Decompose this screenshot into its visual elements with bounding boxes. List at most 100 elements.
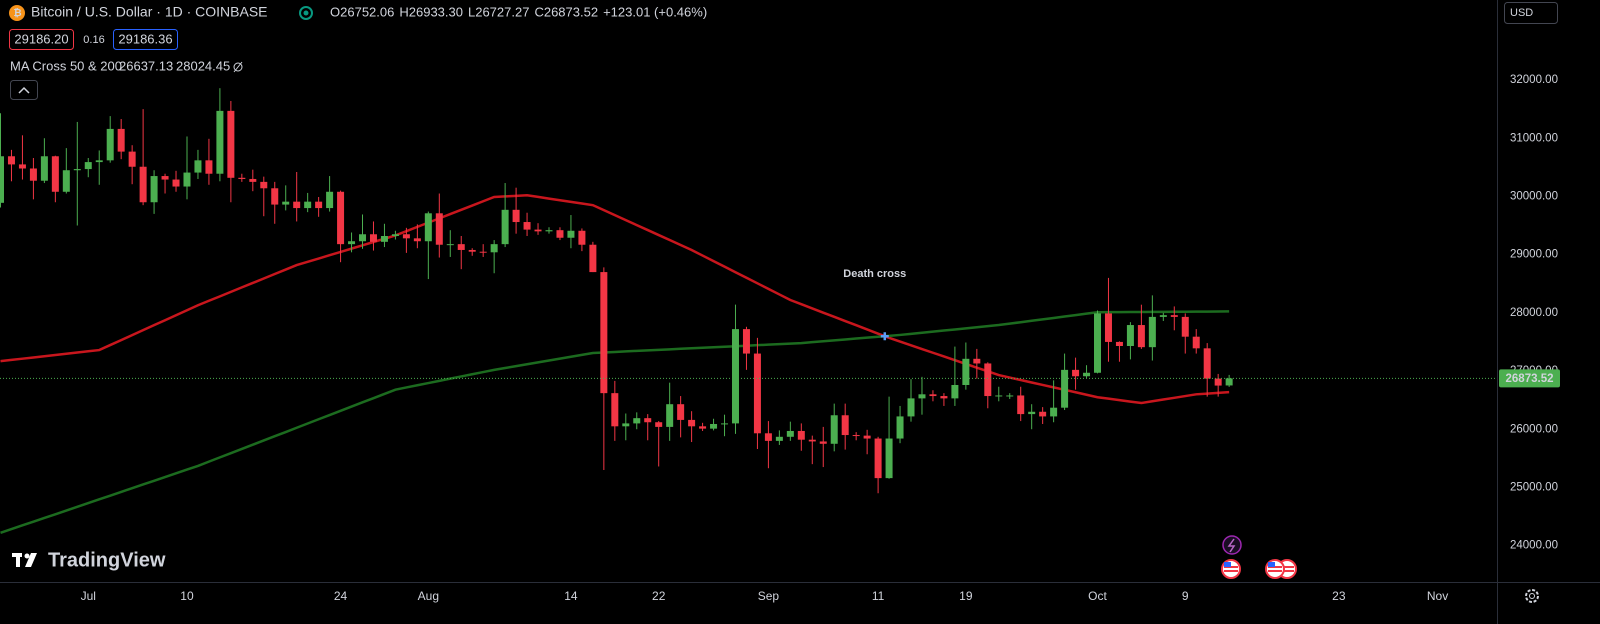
candle-body — [1006, 395, 1014, 397]
chevron — [18, 86, 30, 94]
candle-body — [567, 230, 575, 238]
candle-body — [424, 213, 432, 242]
candle-body — [369, 234, 377, 242]
candle-body — [490, 244, 498, 253]
symbol-title[interactable]: Bitcoin / U.S. Dollar · 1D · COINBASE — [31, 4, 268, 20]
candle-body — [1159, 315, 1167, 317]
buy-price[interactable]: 29186.36 — [118, 31, 172, 46]
price-tag-label: 26873.52 — [1506, 373, 1554, 385]
candle-body — [95, 160, 103, 163]
candle-body — [699, 426, 707, 429]
ma-line — [0, 194, 1230, 405]
ohlc-label: C — [534, 4, 543, 19]
event-icon[interactable] — [1222, 535, 1242, 555]
collapse-button[interactable] — [10, 80, 38, 100]
ohlc-label: O — [330, 4, 340, 19]
y-tick-label: 25000.00 — [1510, 481, 1558, 493]
candle-body — [391, 234, 399, 237]
currency[interactable]: USD — [1510, 7, 1533, 19]
candle-body — [534, 229, 542, 232]
ohlc-legend: O 26752.06 H 26933.30 L 26727.27 C 26873.52 +123… — [330, 4, 707, 19]
candle-body — [117, 128, 125, 152]
candle-body — [1083, 372, 1091, 377]
candle-body — [1214, 378, 1222, 386]
ohlc-value: 26752.06 — [340, 4, 394, 19]
candle-body — [764, 433, 772, 441]
candle-body — [688, 419, 696, 427]
candle-body — [1181, 316, 1189, 337]
buy-button[interactable] — [113, 29, 178, 50]
candle-body — [457, 244, 465, 250]
bitcoin-icon — [9, 5, 25, 21]
settings-icon[interactable] — [1525, 589, 1539, 603]
candle-body — [600, 272, 608, 394]
ma50-value: 26637.13 — [119, 58, 173, 73]
candle-body — [1115, 341, 1123, 346]
candle-body — [304, 201, 312, 209]
axes: 24000.0025000.0026000.0027000.0028000.00… — [81, 74, 1560, 603]
candle-body — [940, 396, 948, 399]
indicator-name[interactable]: MA Cross 50 & 200 — [10, 58, 122, 73]
candle-body — [742, 329, 750, 354]
plot-area: Death cross — [0, 88, 1497, 535]
candle-body — [73, 169, 81, 171]
currency-button[interactable] — [1504, 2, 1558, 24]
candle-body — [205, 160, 213, 174]
ohlc-label: H — [399, 4, 408, 19]
candle-body — [40, 156, 48, 181]
sell-button[interactable] — [9, 29, 74, 50]
candle-body — [271, 188, 279, 205]
market-status[interactable] — [299, 6, 313, 20]
candle-body — [1017, 395, 1025, 415]
us-event-icons[interactable] — [1221, 559, 1297, 579]
candle-body — [984, 363, 992, 397]
candle-body — [1094, 313, 1101, 373]
y-tick-label: 30000.00 — [1510, 190, 1558, 202]
candle-body — [0, 156, 4, 203]
y-tick-label: 28000.00 — [1510, 307, 1558, 319]
candle-body — [819, 441, 827, 444]
price-change: +123.01 (+0.46%) — [603, 4, 707, 19]
candle-body — [863, 435, 871, 439]
y-tick-label: 26000.00 — [1510, 423, 1558, 435]
candle-body — [359, 234, 367, 242]
market-status-dot — [303, 10, 309, 16]
candle-body — [951, 384, 959, 399]
candle-body — [589, 244, 597, 273]
candle-body — [1028, 411, 1036, 415]
candle-body — [775, 436, 783, 441]
x-tick-label: Jul — [81, 589, 96, 603]
candle-body — [797, 430, 805, 440]
candle-body — [753, 353, 761, 434]
logo — [12, 553, 37, 567]
price-tag — [1499, 369, 1560, 388]
x-tick-label: 19 — [959, 589, 973, 603]
candle-body — [139, 166, 147, 203]
cross-marker — [880, 332, 889, 341]
candle-body — [556, 230, 564, 238]
y-tick-label: 24000.00 — [1510, 540, 1558, 552]
candle-body — [1061, 369, 1069, 408]
x-tick-label: 14 — [564, 589, 578, 603]
candle-body — [216, 110, 224, 174]
x-tick-label: 11 — [872, 589, 885, 603]
candle-body — [874, 438, 882, 479]
x-tick-label: 24 — [334, 589, 348, 603]
candle-body — [1192, 336, 1200, 349]
candle-body — [721, 423, 729, 425]
hide-icon[interactable] — [233, 61, 243, 73]
bitcoin-glyph: ₿ — [14, 7, 22, 19]
candle-body — [468, 249, 476, 252]
candle-body — [1104, 313, 1112, 342]
candle-body — [1170, 315, 1178, 317]
ohlc-value: 26933.30 — [409, 4, 463, 19]
candle-body — [523, 222, 531, 230]
candle-body — [293, 201, 301, 209]
sell-price[interactable]: 29186.20 — [14, 31, 68, 46]
candle-body — [666, 404, 674, 427]
candle-body — [84, 162, 92, 170]
candle-body — [545, 230, 553, 232]
candle-body — [731, 329, 739, 424]
candle-body — [402, 234, 410, 239]
